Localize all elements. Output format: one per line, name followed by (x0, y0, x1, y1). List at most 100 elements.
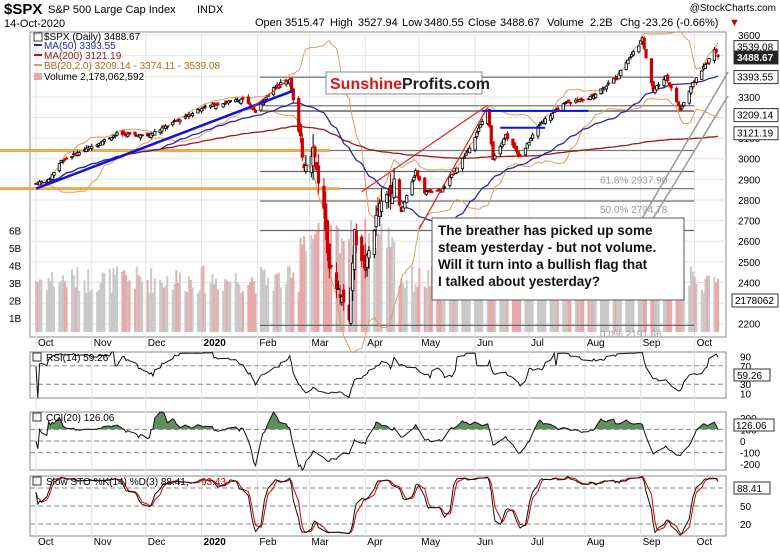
volume-bar (412, 291, 415, 332)
svg-text:MA(200) 3121.19: MA(200) 3121.19 (44, 51, 122, 62)
candle-body (338, 294, 342, 298)
price-badge-label: 3488.67 (737, 53, 774, 64)
candle-body (502, 138, 506, 146)
candle-body (403, 201, 407, 209)
volume-bar (303, 236, 306, 332)
volume-bar (378, 234, 381, 332)
svg-text:High: High (330, 17, 353, 29)
x-axis-label: Oct (697, 537, 713, 548)
chart-date: 14-Oct-2020 (4, 18, 65, 30)
candle-body (153, 131, 157, 136)
volume-bar (40, 279, 43, 332)
price-badge (733, 70, 779, 85)
volume-bar (600, 273, 603, 332)
candle-body (477, 127, 481, 132)
candle-body (594, 93, 598, 98)
candle-body (581, 98, 585, 101)
volume-bar (87, 269, 90, 332)
volume-bar (36, 281, 39, 332)
candle-body (415, 170, 420, 177)
svg-text:Low: Low (402, 17, 422, 29)
candle-body (111, 135, 115, 138)
volume-bar (682, 278, 685, 332)
sto-badge (733, 481, 771, 495)
candle-body (424, 191, 429, 195)
candle-body (239, 98, 243, 104)
candle-body (630, 54, 634, 58)
candle-body (199, 108, 204, 112)
volume-bar (652, 288, 655, 332)
candle-body (397, 179, 402, 206)
red-trend-line (361, 104, 489, 193)
volume-bar (456, 293, 459, 332)
svg-text:Volume 2,178,062,592: Volume 2,178,062,592 (44, 72, 145, 83)
volume-bar (110, 292, 113, 332)
volume-bar (238, 284, 241, 332)
candle-body (253, 110, 258, 113)
volume-bar (474, 272, 477, 332)
svg-text:RSI(14) 59.26: RSI(14) 59.26 (46, 353, 109, 364)
volume-bar (564, 283, 567, 332)
x-axis-label: Apr (367, 537, 383, 548)
volume-bar (375, 248, 378, 332)
candle-body (334, 272, 339, 289)
x-axis-label: Jun (477, 537, 493, 548)
volume-bar (616, 291, 619, 332)
volume-bar (511, 287, 514, 332)
candle-body (423, 177, 427, 194)
candle-body (324, 203, 328, 231)
rsi-line (35, 351, 719, 399)
volume-bar (675, 285, 678, 332)
svg-text:93.43: 93.43 (201, 477, 226, 488)
candle-body (138, 134, 142, 139)
candle-body (655, 85, 659, 91)
x-axis-label: Jul (531, 537, 544, 548)
volume-bar (681, 285, 684, 332)
volume-bar (524, 289, 527, 332)
volume-bar (360, 238, 363, 332)
x-axis-label: Sep (643, 338, 661, 349)
volume-bar (549, 274, 552, 332)
x-axis-label: Jul (531, 338, 544, 349)
volume-bar (187, 276, 190, 332)
red-trend-line (249, 76, 292, 110)
candle-body (707, 58, 711, 64)
rsi-tick-label: 90 (740, 353, 752, 364)
volume-bar (153, 278, 156, 332)
candle-body (550, 113, 555, 119)
volume-bar (592, 283, 595, 332)
volume-bar (214, 278, 217, 332)
svg-text:▼: ▼ (729, 17, 740, 29)
candle-body (626, 59, 630, 65)
candle-body (657, 84, 661, 87)
volume-bar (715, 282, 718, 332)
volume-bar (240, 293, 243, 332)
svg-text:3527.94: 3527.94 (358, 17, 398, 29)
volume-bar (184, 291, 187, 332)
cci-badge-label: 126.06 (736, 421, 767, 432)
candle-body (691, 82, 695, 88)
volume-bar (128, 280, 131, 332)
volume-tick-label: 3B (9, 279, 22, 290)
svg-text:Profits.com: Profits.com (402, 76, 490, 93)
candle-body (372, 230, 376, 255)
volume-bar (202, 265, 205, 332)
volume-bar (310, 235, 313, 332)
volume-bar (247, 285, 250, 332)
volume-bar (186, 292, 189, 332)
volume-bar (265, 285, 268, 332)
volume-bar (601, 289, 604, 332)
candle-body (226, 100, 231, 104)
candle-body (513, 142, 517, 149)
volume-bar (189, 279, 192, 332)
volume-bar (591, 288, 594, 332)
candle-body (450, 174, 454, 178)
candle-body (304, 165, 308, 172)
sto-k-line (35, 476, 719, 536)
volume-bar (475, 286, 478, 332)
candle-body (612, 78, 616, 84)
sto-tick-label: 20 (740, 520, 752, 531)
candle-body (649, 58, 654, 84)
volume-bar (594, 275, 597, 332)
volume-bar (135, 266, 138, 332)
